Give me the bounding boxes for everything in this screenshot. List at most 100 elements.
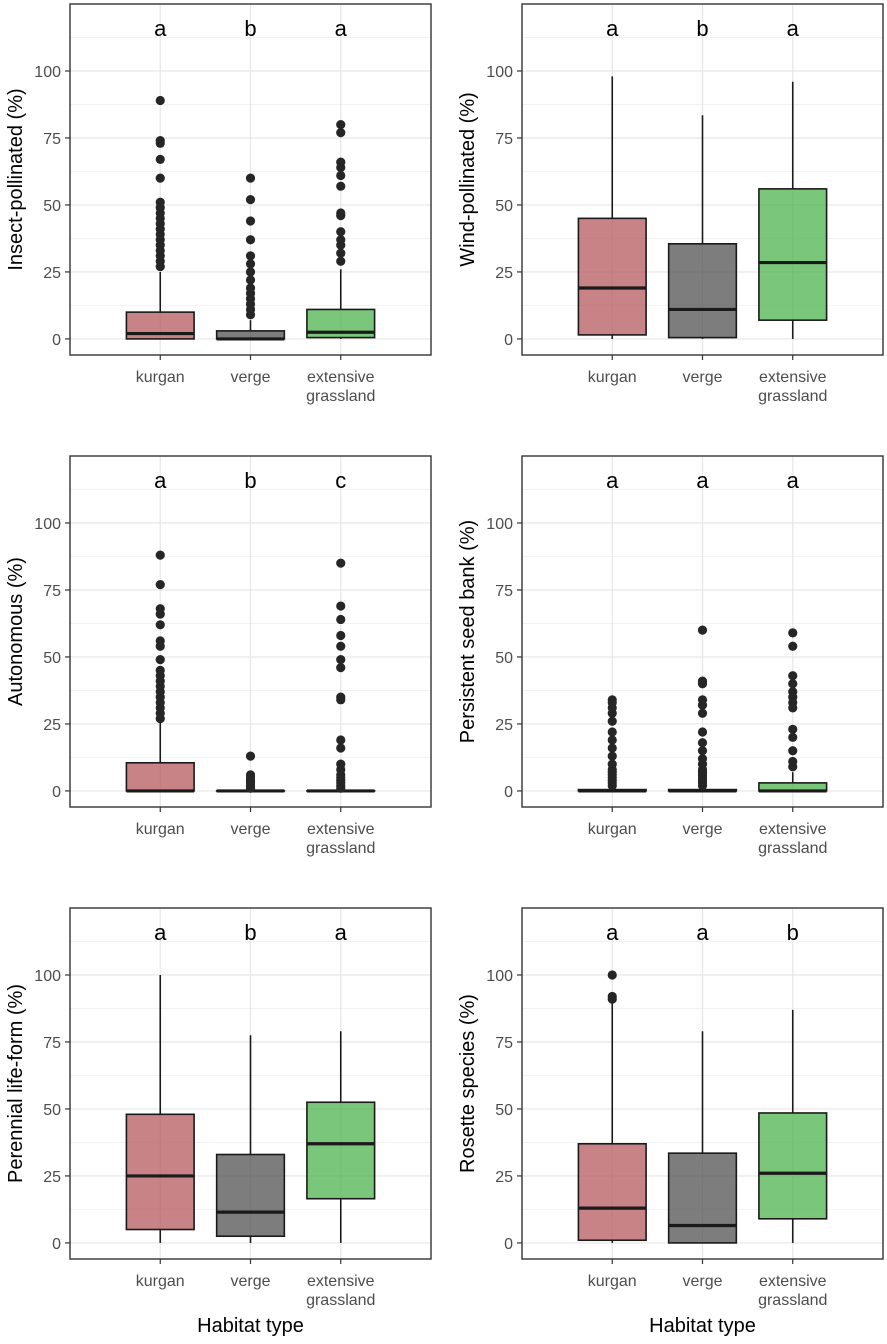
y-tick-label: 50 — [495, 198, 513, 215]
box-iqr — [669, 1153, 737, 1243]
outlier-point — [608, 695, 617, 704]
significance-letter: a — [335, 16, 348, 41]
outlier-point — [156, 174, 165, 183]
x-tick-label: grassland — [758, 840, 827, 857]
box-iqr — [307, 1102, 375, 1198]
outlier-point — [336, 760, 345, 769]
outlier-point — [788, 642, 797, 651]
outlier-point — [246, 770, 255, 779]
y-axis-title: Insect-pollinated (%) — [5, 88, 27, 270]
outlier-point — [246, 283, 255, 292]
significance-letter: a — [696, 920, 709, 945]
outlier-point — [698, 626, 707, 635]
y-axis-title: Autonomous (%) — [5, 557, 27, 706]
significance-letter: b — [244, 16, 256, 41]
y-tick-label: 50 — [495, 650, 513, 667]
y-tick-label: 25 — [43, 717, 61, 734]
x-tick-label: grassland — [758, 388, 827, 405]
box-iqr — [669, 244, 737, 338]
outlier-point — [788, 746, 797, 755]
x-tick-label: verge — [230, 1273, 270, 1290]
outlier-point — [156, 551, 165, 560]
x-tick-label: extensive — [759, 821, 827, 838]
outlier-point — [156, 96, 165, 105]
outlier-point — [608, 992, 617, 1001]
box-iqr — [126, 1114, 194, 1229]
outlier-point — [608, 735, 617, 744]
x-tick-label: verge — [682, 1273, 722, 1290]
box-iqr — [217, 1155, 285, 1237]
x-tick-label: grassland — [306, 388, 375, 405]
outlier-point — [698, 738, 707, 747]
y-tick-label: 100 — [486, 64, 513, 81]
outlier-point — [698, 695, 707, 704]
outlier-point — [246, 259, 255, 268]
outlier-point — [336, 157, 345, 166]
y-tick-label: 25 — [495, 717, 513, 734]
outlier-point — [336, 663, 345, 672]
significance-letter: b — [696, 16, 708, 41]
outlier-point — [608, 751, 617, 760]
outlier-point — [156, 655, 165, 664]
y-tick-label: 75 — [495, 131, 513, 148]
y-tick-label: 100 — [486, 968, 513, 985]
outlier-point — [336, 227, 345, 236]
y-tick-label: 25 — [43, 1169, 61, 1186]
y-tick-label: 0 — [504, 784, 513, 801]
significance-letter: b — [244, 468, 256, 493]
outlier-point — [156, 155, 165, 164]
y-tick-label: 50 — [43, 650, 61, 667]
outlier-point — [788, 725, 797, 734]
y-tick-label: 100 — [486, 516, 513, 533]
significance-letter: a — [606, 920, 619, 945]
y-tick-label: 0 — [52, 784, 61, 801]
outlier-point — [156, 636, 165, 645]
outlier-point — [336, 182, 345, 191]
y-axis-title: Rosette species (%) — [457, 994, 479, 1173]
x-axis-title: Habitat type — [649, 1315, 756, 1337]
box-iqr — [759, 189, 827, 320]
x-tick-label: kurgan — [136, 369, 185, 386]
y-tick-label: 0 — [504, 1236, 513, 1253]
y-tick-label: 0 — [52, 1236, 61, 1253]
x-tick-label: grassland — [758, 1292, 827, 1309]
outlier-point — [156, 604, 165, 613]
y-tick-label: 100 — [34, 64, 61, 81]
outlier-point — [246, 235, 255, 244]
significance-letter: c — [335, 468, 346, 493]
outlier-point — [336, 257, 345, 266]
outlier-point — [336, 655, 345, 664]
significance-letter: a — [335, 920, 348, 945]
outlier-point — [788, 687, 797, 696]
outlier-point — [336, 615, 345, 624]
outlier-point — [608, 717, 617, 726]
outlier-point — [608, 970, 617, 979]
outlier-point — [336, 559, 345, 568]
x-tick-label: verge — [230, 369, 270, 386]
significance-letter: a — [154, 920, 167, 945]
outlier-point — [608, 727, 617, 736]
y-tick-label: 100 — [34, 516, 61, 533]
y-tick-label: 25 — [495, 265, 513, 282]
outlier-point — [788, 628, 797, 637]
outlier-point — [336, 735, 345, 744]
outlier-point — [788, 671, 797, 680]
x-tick-label: kurgan — [136, 821, 185, 838]
x-tick-label: kurgan — [588, 1273, 637, 1290]
y-axis-title: Wind-pollinated (%) — [457, 92, 479, 267]
outlier-point — [788, 733, 797, 742]
outlier-point — [246, 251, 255, 260]
y-tick-label: 75 — [43, 583, 61, 600]
x-tick-label: verge — [230, 821, 270, 838]
y-axis-title: Perennial life-form (%) — [5, 984, 27, 1183]
outlier-point — [246, 275, 255, 284]
x-tick-label: extensive — [307, 369, 375, 386]
y-tick-label: 75 — [495, 1035, 513, 1052]
significance-letter: a — [787, 468, 800, 493]
